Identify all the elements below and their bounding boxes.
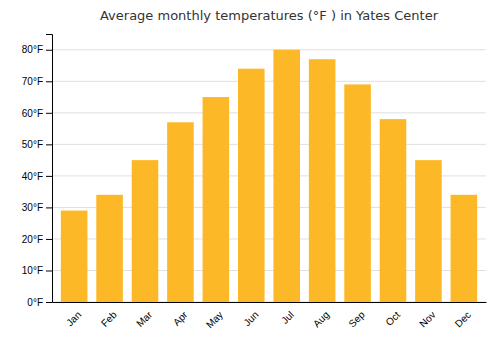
y-tick: 40°F bbox=[22, 171, 52, 182]
x-tick: Sep bbox=[346, 309, 367, 330]
x-tick-label: Jul bbox=[279, 309, 296, 326]
x-tick-label: Jan bbox=[64, 309, 83, 328]
bar bbox=[203, 97, 230, 302]
y-tick-mark bbox=[46, 239, 52, 240]
x-tick-label: Mar bbox=[134, 309, 154, 329]
y-tick-mark bbox=[46, 81, 52, 82]
x-tick-label: Aug bbox=[311, 309, 331, 329]
y-tick-label: 60°F bbox=[22, 108, 43, 119]
bar bbox=[96, 195, 123, 302]
x-tick: Apr bbox=[171, 309, 190, 328]
grid-line bbox=[52, 144, 486, 145]
bar bbox=[415, 160, 442, 302]
bar bbox=[309, 59, 336, 302]
x-tick-label: Feb bbox=[99, 309, 119, 329]
bar bbox=[61, 211, 88, 302]
y-tick-label: 50°F bbox=[22, 139, 43, 150]
bar bbox=[132, 160, 159, 302]
y-axis-line bbox=[46, 35, 53, 303]
x-tick: Jan bbox=[64, 309, 83, 328]
x-tick: Dec bbox=[453, 309, 473, 329]
x-tick: Mar bbox=[134, 309, 154, 329]
y-tick-mark bbox=[46, 50, 52, 51]
grid-line bbox=[52, 81, 486, 82]
bars bbox=[61, 50, 477, 302]
y-tick: 80°F bbox=[22, 44, 52, 55]
y-tick: 30°F bbox=[22, 202, 52, 213]
plot: 0°F 10°F 20°F 30°F 40°F 50°F 60°F 70°F 80°F Jan Fe… bbox=[22, 35, 487, 331]
bar bbox=[344, 84, 371, 302]
x-tick-label: Dec bbox=[453, 309, 473, 329]
x-axis: Jan Feb Mar Apr May Jun Jul Aug Sep Oct Nov Dec bbox=[53, 303, 487, 331]
y-tick-label: 40°F bbox=[22, 171, 43, 182]
grid bbox=[52, 50, 486, 302]
x-tick: Feb bbox=[99, 309, 119, 329]
y-tick: 0°F bbox=[27, 297, 52, 308]
x-tick: Jul bbox=[279, 309, 296, 326]
y-tick: 50°F bbox=[22, 139, 52, 150]
y-axis: 0°F 10°F 20°F 30°F 40°F 50°F 60°F 70°F 80°F bbox=[22, 35, 53, 308]
bar bbox=[273, 50, 300, 302]
y-tick: 20°F bbox=[22, 234, 52, 245]
x-tick-label: Sep bbox=[346, 309, 367, 330]
x-tick-label: Oct bbox=[383, 309, 402, 328]
bar bbox=[238, 69, 265, 302]
x-tick: Aug bbox=[311, 309, 331, 329]
y-tick-mark bbox=[46, 176, 52, 177]
x-tick: Nov bbox=[417, 309, 437, 329]
x-tick: Oct bbox=[383, 309, 402, 328]
y-tick-label: 10°F bbox=[22, 265, 43, 276]
y-tick: 10°F bbox=[22, 265, 52, 276]
bar bbox=[451, 195, 478, 302]
y-tick-mark bbox=[46, 144, 52, 145]
y-tick-mark bbox=[46, 113, 52, 114]
chart-container: 0°F 10°F 20°F 30°F 40°F 50°F 60°F 70°F 80°F Jan Fe… bbox=[0, 0, 500, 350]
y-tick-label: 80°F bbox=[22, 44, 43, 55]
x-tick: May bbox=[204, 309, 225, 330]
x-tick-label: Jun bbox=[241, 309, 260, 328]
y-tick-label: 70°F bbox=[22, 76, 43, 87]
x-tick-label: Nov bbox=[417, 309, 437, 329]
y-tick-mark bbox=[46, 270, 52, 271]
y-tick-label: 0°F bbox=[27, 297, 43, 308]
x-tick-label: May bbox=[204, 309, 225, 330]
grid-line bbox=[52, 49, 486, 50]
y-tick-mark bbox=[46, 302, 52, 303]
x-tick: Jun bbox=[241, 309, 260, 328]
y-tick: 60°F bbox=[22, 108, 52, 119]
x-axis-line bbox=[53, 302, 487, 303]
title: Average monthly temperatures (°F ) in Ya… bbox=[100, 8, 439, 23]
y-tick: 70°F bbox=[22, 76, 52, 87]
bar bbox=[167, 122, 194, 302]
y-tick-label: 30°F bbox=[22, 202, 43, 213]
y-tick-label: 20°F bbox=[22, 234, 43, 245]
x-tick-label: Apr bbox=[171, 309, 190, 328]
grid-line bbox=[52, 112, 486, 113]
chart-svg: 0°F 10°F 20°F 30°F 40°F 50°F 60°F 70°F 80°F Jan Fe… bbox=[0, 0, 500, 350]
y-tick-mark bbox=[46, 207, 52, 208]
bar bbox=[380, 119, 407, 302]
